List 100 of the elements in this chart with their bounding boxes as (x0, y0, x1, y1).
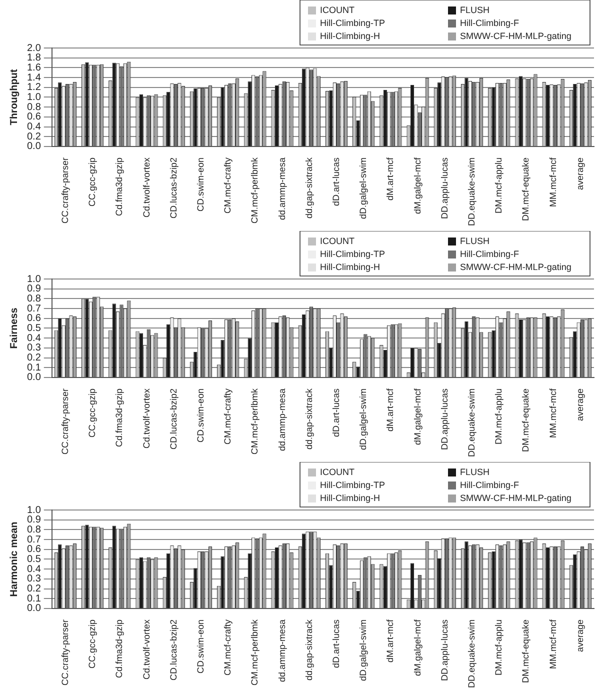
y-tick-label: 0.5 (26, 322, 42, 334)
x-tick-label: dM.art-mcf (385, 618, 396, 662)
x-tick-label: Cd.twolf-vortex (141, 388, 152, 449)
x-tick-label: Cd.twolf-vortex (141, 618, 152, 680)
y-tick-label: 0.8 (26, 102, 42, 113)
x-tick-label: dM.galgel-mcf (412, 618, 422, 676)
y-tick-label: 1.2 (26, 82, 42, 94)
y-tick-label: 0.7 (26, 303, 42, 314)
legend-label: SMWW-CF-HM-MLP-gating (460, 30, 572, 41)
x-tick-label: DD.equake-swim (466, 388, 477, 458)
x-tick-label: dM.galgel-mcf (412, 388, 422, 446)
x-tick-label: Cd.fma3d-gzip (114, 619, 124, 678)
x-tick-label: DD.applu-lucas (439, 388, 450, 450)
x-tick-label: dd.ammp-mesa (276, 388, 287, 452)
x-tick-label: dM.art-mcf (385, 388, 396, 432)
legend-label: ICOUNT (320, 236, 355, 246)
y-tick-label: 0.2 (26, 584, 42, 595)
x-tick-label: dD.galgel-swim (358, 157, 368, 220)
x-tick-label: DM.mcf-applu (494, 388, 504, 444)
x-tick-label: CD.swim-eon (195, 619, 206, 674)
x-tick-label: DD.equake-swim (466, 619, 477, 688)
x-tick-label: CC.crafty-parser (60, 388, 70, 454)
y-axis-title: Harmonic mean (8, 522, 20, 597)
x-tick-label: dM.galgel-mcf (412, 156, 422, 214)
y-tick-label: 0.9 (26, 284, 42, 295)
y-tick-label: 0.4 (26, 332, 42, 344)
x-tick-label: dD.art-lucas (330, 156, 341, 206)
x-tick-label: MM.mcf-mcf (548, 388, 558, 438)
x-tick-label: DM.mcf-equake (520, 388, 531, 452)
x-tick-label: MM.mcf-mcf (548, 618, 558, 669)
x-tick-label: CC.gcc-gzip (87, 619, 98, 668)
x-tick-label: CC.gcc-gzip (87, 157, 98, 206)
y-tick-label: 0.9 (26, 514, 42, 526)
y-tick-label: 1.6 (26, 62, 42, 74)
legend-label: SMWW-CF-HM-MLP-gating (460, 492, 572, 503)
y-tick-label: 1.8 (26, 52, 42, 64)
legend-label: Hill-Climbing-H (320, 262, 380, 272)
y-tick-label: 0.6 (26, 112, 42, 123)
x-tick-label: DM.mcf-equake (520, 619, 531, 684)
x-tick-label: DM.mcf-applu (494, 619, 504, 676)
legend-label: FLUSH (460, 466, 490, 477)
x-tick-label: CD.lucas-bzip2 (168, 157, 178, 219)
y-tick-label: 1.0 (26, 504, 42, 516)
x-tick-label: CM.mcf-crafty (222, 156, 233, 214)
x-tick-label: CC.crafty-parser (60, 157, 70, 224)
y-tick-label: 0.1 (26, 593, 42, 604)
legend-label: Hill-Climbing-F (460, 248, 520, 259)
x-tick-label: CD.swim-eon (195, 388, 206, 442)
legend-label: Hill-Climbing-TP (320, 18, 386, 28)
y-tick-label: 0.8 (26, 293, 42, 304)
x-tick-label: average (574, 619, 585, 652)
x-tick-label: dD.galgel-swim (358, 388, 368, 450)
legend-label: Hill-Climbing-TP (320, 248, 386, 259)
x-tick-label: CC.gcc-gzip (87, 388, 98, 438)
legend-label: ICOUNT (320, 4, 355, 15)
legend-label: Hill-Climbing-TP (320, 480, 386, 490)
y-tick-label: 0.0 (26, 603, 42, 614)
x-tick-label: CD.lucas-bzip2 (168, 619, 178, 681)
x-tick-label: dd.gap-sixtrack (304, 156, 314, 219)
y-tick-label: 0.4 (26, 564, 42, 575)
x-tick-label: dd.gap-sixtrack (304, 388, 314, 450)
x-tick-label: CD.swim-eon (195, 157, 206, 212)
y-tick-label: 0.5 (26, 554, 42, 565)
y-tick-label: 0.2 (26, 131, 42, 142)
y-tick-label: 2.0 (26, 42, 42, 54)
y-tick-label: 1.0 (26, 274, 42, 285)
x-tick-label: CM.mcf-crafty (222, 618, 233, 676)
legend-label: ICOUNT (320, 466, 355, 477)
legend-label: Hill-Climbing-F (460, 18, 520, 28)
x-tick-label: Cd.fma3d-gzip (114, 388, 124, 448)
y-tick-label: 0.0 (26, 372, 42, 384)
x-tick-label: CM.mcf-crafty (222, 388, 233, 444)
y-tick-label: 0.6 (26, 313, 42, 324)
y-tick-label: 1.0 (26, 92, 42, 103)
y-tick-label: 0.2 (26, 352, 42, 364)
x-tick-label: dM.art-mcf (385, 156, 396, 200)
y-tick-label: 0.8 (26, 524, 42, 536)
x-tick-label: dd.ammp-mesa (276, 157, 287, 220)
legend-label: Hill-Climbing-H (320, 492, 380, 503)
x-tick-label: DD.applu-lucas (439, 618, 450, 682)
x-tick-label: DM.mcf-equake (520, 157, 531, 222)
x-tick-label: Cd.twolf-vortex (141, 156, 152, 218)
legend-label: SMWW-CF-HM-MLP-gating (460, 262, 572, 272)
x-tick-label: DD.equake-swim (466, 157, 477, 226)
y-tick-label: 0.7 (26, 534, 42, 546)
y-axis-title: Throughput (8, 68, 20, 126)
y-tick-label: 0.4 (26, 122, 42, 133)
x-tick-label: Cd.fma3d-gzip (114, 157, 124, 216)
x-tick-label: average (574, 157, 585, 190)
y-tick-label: 0.3 (26, 574, 42, 585)
y-tick-label: 0.3 (26, 342, 42, 354)
y-tick-label: 0.6 (26, 544, 42, 556)
y-tick-label: 0.0 (26, 141, 42, 152)
x-tick-label: dd.gap-sixtrack (304, 618, 314, 681)
y-tick-label: 0.1 (26, 362, 42, 374)
x-tick-label: dd.ammp-mesa (276, 619, 287, 682)
legend-label: FLUSH (460, 4, 490, 15)
x-tick-label: CD.lucas-bzip2 (168, 388, 178, 450)
y-tick-label: 1.4 (26, 72, 42, 84)
x-tick-label: CM.mcf-perlbmk (250, 156, 260, 224)
